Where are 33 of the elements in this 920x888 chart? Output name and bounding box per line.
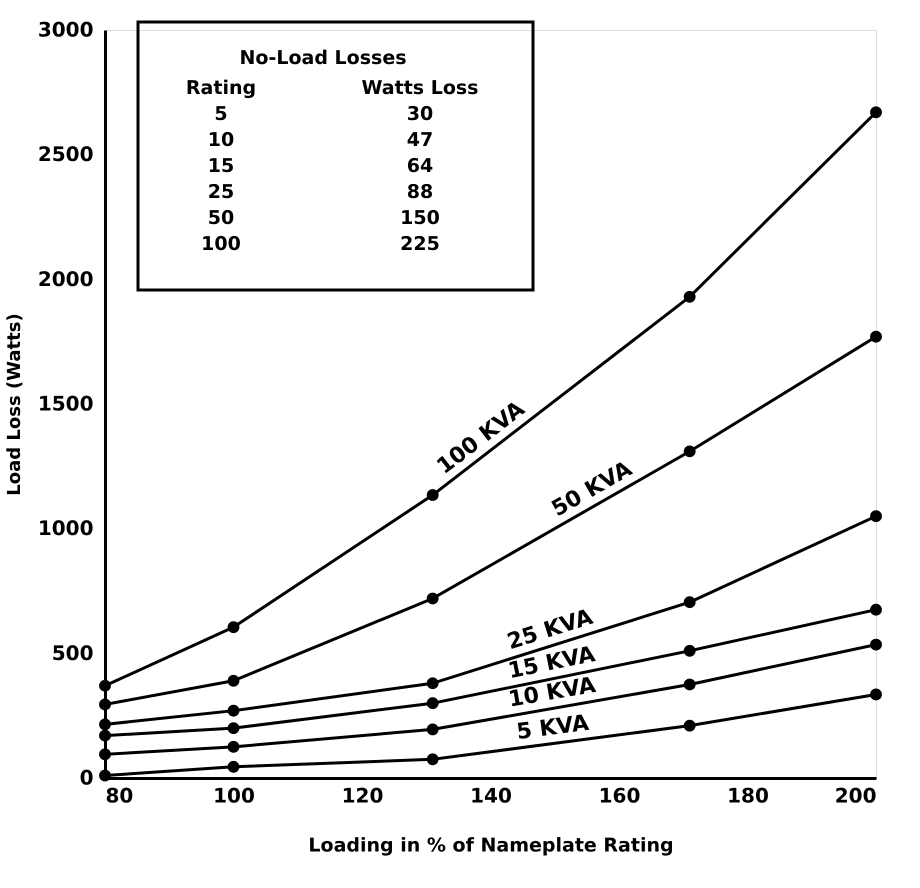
x-tick-label: 120	[342, 784, 384, 808]
x-tick-label: 180	[727, 784, 769, 808]
annotation: 30	[406, 103, 434, 125]
text: 50 KVA	[548, 456, 636, 522]
annotation: 150	[400, 207, 440, 229]
y-tick-label: 2000	[38, 266, 94, 291]
y-tick-label: 3000	[38, 18, 94, 42]
annotation: 100	[201, 233, 241, 255]
x-axis-title: Loading in % of Nameplate Rating	[308, 834, 674, 856]
y-axis-title: Load Loss (Watts)	[4, 313, 25, 496]
y-tick-label: 2500	[38, 142, 94, 166]
x-tick-label: 200	[834, 784, 876, 808]
annotation: 15	[208, 155, 234, 177]
annotation: 64	[406, 155, 434, 177]
annotation: 5	[214, 103, 228, 125]
x-tick-label: 80	[106, 784, 134, 808]
x-tick-label: 140	[470, 784, 512, 808]
x-tick-label: 160	[598, 784, 640, 808]
y-tick-label: 0	[80, 766, 94, 790]
annotation: 47	[406, 129, 434, 151]
annotation: 225	[400, 233, 440, 255]
y-tick-label: 500	[52, 640, 94, 665]
annotation: No-Load Losses	[239, 47, 407, 69]
y-tick-label: 1500	[38, 392, 94, 416]
annotation: Watts Loss	[362, 77, 478, 99]
annotation: 50	[208, 207, 234, 229]
text: 5 KVA	[515, 710, 590, 746]
annotation: 88	[406, 181, 434, 203]
annotation: 25	[208, 181, 234, 203]
annotation: Rating	[186, 77, 256, 99]
x-tick-label: 100	[213, 784, 255, 808]
annotation: 10	[208, 129, 234, 151]
y-tick-label: 1000	[38, 516, 94, 540]
